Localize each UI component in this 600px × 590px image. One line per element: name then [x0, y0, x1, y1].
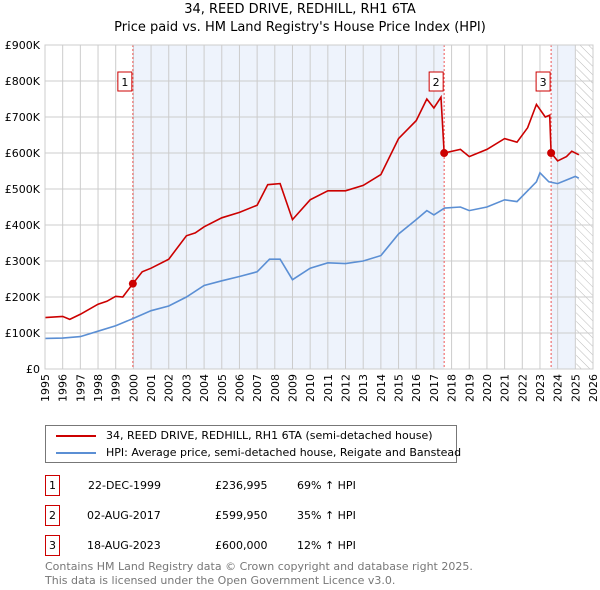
sale-point	[547, 149, 556, 157]
series-line-property	[44, 94, 580, 321]
sale-hpi: 35% ↑ HPI	[297, 509, 356, 522]
x-tick-label: 2014	[375, 374, 388, 402]
legend-swatch-hpi	[56, 452, 96, 454]
x-tick-label: 2011	[322, 374, 335, 402]
x-tick-label: 2001	[145, 374, 158, 402]
x-tick-label: 2023	[534, 374, 547, 402]
sale-label: 3	[540, 76, 547, 89]
sale-number: 1	[45, 475, 60, 496]
sale-price: £599,950	[215, 509, 268, 522]
sale-row: 2 02-AUG-2017 £599,950 35% ↑ HPI	[45, 505, 465, 526]
y-tick-label: £200K	[5, 291, 41, 304]
x-tick-label: 2020	[481, 374, 494, 402]
sale-date: 18-AUG-2023	[87, 539, 161, 552]
x-tick-label: 2015	[393, 374, 406, 402]
x-tick-label: 2007	[251, 374, 264, 402]
y-tick-label: £800K	[5, 75, 41, 88]
series-line-hpi	[44, 171, 580, 340]
x-tick-label: 2021	[499, 374, 512, 402]
sale-date: 02-AUG-2017	[87, 509, 161, 522]
x-tick-label: 2004	[198, 374, 211, 402]
future-hatch	[576, 45, 593, 369]
x-tick-label: 2012	[340, 374, 353, 402]
sale-label-box	[428, 71, 444, 92]
x-tick-label: 1999	[110, 374, 123, 402]
x-tick-label: 2024	[552, 374, 565, 402]
y-tick-label: £700K	[5, 111, 41, 124]
y-tick-label: £0	[26, 363, 40, 376]
y-tick-label: £500K	[5, 183, 41, 196]
sale-label: 1	[121, 76, 128, 89]
x-tick-label: 2016	[410, 374, 423, 402]
sale-hpi: 12% ↑ HPI	[297, 539, 356, 552]
x-tick-label: 2025	[569, 374, 582, 402]
x-tick-label: 1998	[92, 374, 105, 402]
legend: 34, REED DRIVE, REDHILL, RH1 6TA (semi-d…	[45, 425, 461, 463]
x-tick-label: 2009	[286, 374, 299, 402]
sale-date: 22-DEC-1999	[88, 479, 162, 492]
x-tick-label: 1995	[39, 374, 52, 402]
x-tick-label: 1997	[74, 374, 87, 402]
x-tick-label: 2013	[357, 374, 370, 402]
x-tick-label: 2003	[180, 374, 193, 402]
y-tick-label: £900K	[5, 39, 41, 52]
x-tick-label: 2000	[127, 374, 140, 402]
sale-number: 3	[45, 535, 60, 556]
x-tick-label: 2019	[463, 374, 476, 402]
legend-label-hpi: HPI: Average price, semi-detached house,…	[106, 446, 462, 459]
sale-point	[440, 149, 449, 158]
plot-border	[44, 44, 594, 370]
sale-row: 3 18-AUG-2023 £600,000 12% ↑ HPI	[45, 535, 465, 556]
footer-line-1: Contains HM Land Registry data © Crown c…	[45, 560, 473, 573]
sale-label: 2	[433, 76, 440, 89]
chart-subtitle: Price paid vs. HM Land Registry's House …	[114, 20, 486, 35]
sale-label-box	[535, 71, 551, 92]
x-tick-label: 2002	[163, 374, 176, 402]
x-tick-label: 2006	[233, 374, 246, 402]
sale-row: 1 22-DEC-1999 £236,995 69% ↑ HPI	[45, 475, 465, 496]
x-tick-label: 2005	[216, 374, 229, 402]
x-tick-label: 2008	[269, 374, 282, 402]
sale-number: 2	[45, 505, 60, 526]
chart-title: 34, REED DRIVE, REDHILL, RH1 6TA	[184, 2, 416, 17]
shaded-ownership-period	[551, 45, 576, 369]
y-tick-label: £400K	[5, 219, 41, 232]
sale-point	[128, 279, 137, 288]
plot-area: 1995 1996 1997 1998 1999 2000 2001 2002 2003 2004…	[5, 39, 600, 402]
x-tick-label: 1996	[57, 374, 70, 402]
x-tick-label: 2017	[428, 374, 441, 402]
x-tick-label: 2026	[587, 374, 600, 402]
x-tick-label: 2018	[446, 374, 459, 402]
y-tick-label: £100K	[5, 327, 41, 340]
sale-label-box	[117, 71, 133, 92]
y-tick-label: £600K	[5, 147, 41, 160]
footer-line-2: This data is licensed under the Open Gov…	[45, 574, 396, 587]
sale-price: £600,000	[215, 539, 268, 552]
legend-label-property: 34, REED DRIVE, REDHILL, RH1 6TA (semi-d…	[106, 429, 433, 442]
legend-swatch-property	[56, 435, 96, 437]
x-tick-label: 2010	[304, 374, 317, 402]
y-tick-label: £300K	[5, 255, 41, 268]
x-tick-label: 2022	[516, 374, 529, 402]
sale-hpi: 69% ↑ HPI	[297, 479, 356, 492]
sale-price: £236,995	[215, 479, 268, 492]
